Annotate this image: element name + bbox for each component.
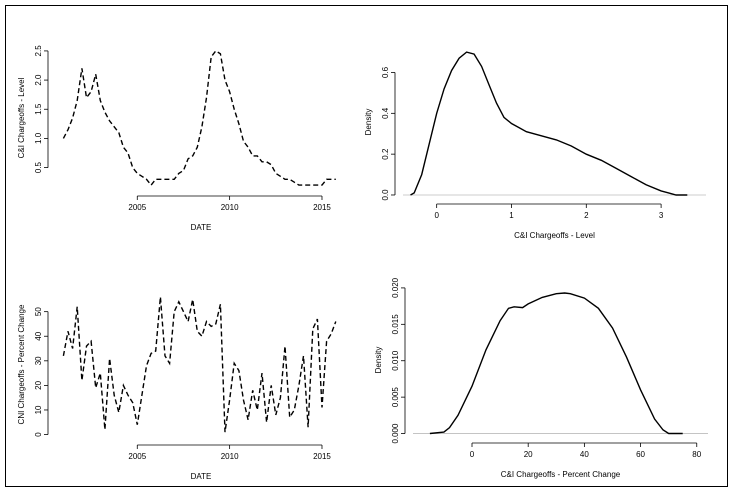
chart-1-y-tick-label: 1.5 <box>34 103 43 115</box>
chart-4-y-tick-label: 0.000 <box>391 423 400 444</box>
chart-3-x-tick-label: 2015 <box>313 452 331 461</box>
chart-1-y-tick-label: 2.0 <box>34 74 43 86</box>
chart-3-y-tick-label: 20 <box>34 380 43 389</box>
chart-4-y-axis-title: Density <box>374 347 383 374</box>
chart-1-y-axis-title: C&I Chargeoffs - Level <box>17 77 26 158</box>
chart-4-series-line <box>429 292 683 435</box>
chart-4-y-tick-label: 0.005 <box>391 387 400 408</box>
chart-3-x-axis-title: DATE <box>191 472 212 481</box>
chart-1-x-tick-label: 2015 <box>313 203 331 212</box>
chart-3-x-tick-label: 2010 <box>221 452 239 461</box>
chart-4-y-tick-label: 0.010 <box>391 350 400 371</box>
chart-2-series-line <box>410 51 688 196</box>
chart-1-x-axis-title: DATE <box>191 223 212 232</box>
chart-3-y-tick-label: 50 <box>34 307 43 316</box>
chart-4-x-tick-label: 80 <box>692 450 701 459</box>
chart-3-x-tick-label: 2005 <box>128 452 146 461</box>
chart-2-y-tick-label: 0.6 <box>381 66 390 78</box>
chart-4-y-tick-label: 0.015 <box>391 314 400 335</box>
chart-4-x-tick-label: 20 <box>524 450 533 459</box>
figure-frame: 2005 2010 2015 0.5 1.0 1.5 2.0 2.5 DATE C&I Charg… <box>5 5 728 487</box>
chart-3-series-line <box>62 296 337 433</box>
chart-4-x-tick-label: 40 <box>580 450 589 459</box>
chart-2-x-tick-label: 2 <box>584 211 589 220</box>
chart-4-y-tick-label: 0.020 <box>391 277 400 298</box>
chart-2-x-tick-label: 0 <box>434 211 439 220</box>
chart-2-x-axis-title: C&I Chargeoffs - Level <box>514 231 595 240</box>
chart-3-y-axis-title: CNI Chargeoffs - Percent Change <box>17 304 26 424</box>
chart-4-x-tick-label: 0 <box>470 450 475 459</box>
chart-2-y-tick-label: 0.4 <box>381 107 390 119</box>
chart-1-x-tick-label: 2005 <box>128 203 146 212</box>
chart-3-y-tick-label: 40 <box>34 331 43 340</box>
chart-2-y-tick-label: 0.2 <box>381 148 390 160</box>
chart-1-y-tick-label: 1.0 <box>34 132 43 144</box>
chart-3-y-tick-label: 30 <box>34 356 43 365</box>
chart-1-y-tick-label: 2.5 <box>34 45 43 57</box>
chart-4-x-tick-label: 60 <box>636 450 645 459</box>
chart-2-x-tick-label: 1 <box>509 211 514 220</box>
chart-1-y-tick-label: 0.5 <box>34 161 43 173</box>
chart-3-y-tick-label: 0 <box>34 432 43 437</box>
chart-1-series-line <box>62 49 336 187</box>
chart-1-x-tick-label: 2010 <box>221 203 239 212</box>
chart-4-x-axis-title: C&I Chargeoffs - Percent Change <box>501 470 621 479</box>
chart-2-y-tick-label: 0.0 <box>381 189 390 201</box>
chart-2-x-tick-label: 3 <box>659 211 664 220</box>
chart-3-y-tick-label: 10 <box>34 405 43 414</box>
chart-2-y-axis-title: Density <box>364 109 373 136</box>
